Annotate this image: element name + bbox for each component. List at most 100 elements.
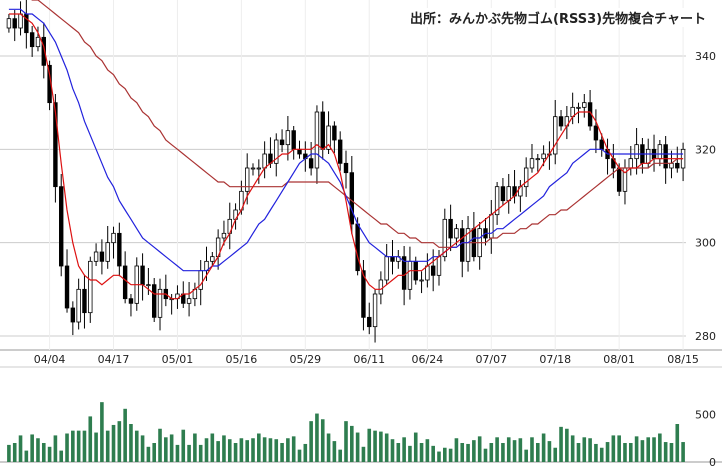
y-tick-label: 280 bbox=[695, 330, 716, 343]
volume-bar bbox=[175, 444, 180, 462]
volume-bar bbox=[315, 413, 319, 462]
candle-body bbox=[256, 167, 262, 170]
volume-bar bbox=[198, 444, 203, 462]
volume-bar bbox=[59, 450, 64, 462]
candle-body bbox=[541, 153, 546, 160]
volume-bar bbox=[291, 436, 296, 462]
candle-body bbox=[454, 228, 459, 239]
volume-bar bbox=[669, 443, 674, 462]
volume-bar bbox=[570, 435, 575, 462]
volume-bar bbox=[402, 437, 406, 462]
candle-body bbox=[425, 265, 430, 281]
volume-bar bbox=[227, 439, 232, 462]
volume-bar bbox=[663, 442, 668, 462]
volume-tick-label: 0 bbox=[709, 456, 716, 467]
volume-bar bbox=[257, 433, 261, 462]
x-axis-ticks: 04/04 04/17 05/01 05/16 05/29 06/11 06/24 07/07… bbox=[34, 353, 699, 366]
x-tick-label: 08/01 bbox=[603, 353, 635, 366]
volume-bar bbox=[559, 426, 563, 462]
candle-body bbox=[117, 232, 122, 267]
volume-bar bbox=[588, 438, 592, 462]
volume-bar bbox=[675, 424, 680, 462]
candle-body bbox=[361, 270, 366, 318]
candle-body bbox=[285, 130, 291, 146]
volume-bar bbox=[326, 433, 331, 462]
candle-body bbox=[29, 32, 35, 48]
volume-axis-ticks: 0 500 bbox=[695, 409, 716, 467]
volume-bar bbox=[222, 435, 226, 462]
candle-body bbox=[326, 125, 331, 150]
volume-bar bbox=[146, 446, 151, 462]
volume-bar bbox=[251, 438, 255, 462]
candle-body bbox=[279, 139, 285, 146]
volume-bar bbox=[111, 424, 116, 462]
candle-body bbox=[157, 288, 163, 318]
volume-bar bbox=[594, 443, 598, 462]
x-tick-label: 04/17 bbox=[98, 353, 130, 366]
volume-bar bbox=[605, 442, 610, 462]
ma-long-line bbox=[31, 0, 684, 248]
candle-body bbox=[349, 172, 355, 225]
volume-bar bbox=[123, 408, 127, 462]
candle-body bbox=[367, 316, 372, 328]
candle-body bbox=[221, 232, 227, 239]
volume-bar bbox=[193, 433, 197, 462]
candle-body bbox=[523, 167, 529, 188]
volume-bar bbox=[134, 430, 139, 462]
candle-body bbox=[12, 18, 17, 29]
candle-body bbox=[210, 256, 215, 262]
volume-bar bbox=[390, 439, 395, 462]
candle-body bbox=[332, 125, 337, 141]
candle-body bbox=[593, 125, 599, 141]
volume-bar bbox=[565, 428, 569, 462]
x-tick-label: 05/29 bbox=[289, 353, 321, 366]
moving-averages bbox=[8, 0, 684, 300]
volume-bar bbox=[7, 444, 11, 462]
volume-bar bbox=[419, 443, 424, 462]
candle-body bbox=[535, 158, 540, 161]
candle-body bbox=[372, 293, 378, 328]
candle-body bbox=[500, 186, 506, 202]
candle-body bbox=[70, 307, 76, 323]
volume-bar bbox=[164, 437, 168, 462]
candle-body bbox=[82, 288, 87, 314]
candle-body bbox=[599, 139, 604, 150]
volume-bar bbox=[286, 438, 290, 462]
volume-bar bbox=[495, 437, 499, 462]
volume-bar bbox=[437, 451, 441, 462]
volume-bar bbox=[373, 430, 377, 462]
volume-bar bbox=[297, 449, 302, 462]
volume-bar bbox=[553, 447, 558, 462]
candle-body bbox=[76, 288, 81, 323]
volume-bar bbox=[76, 430, 81, 462]
candle-body bbox=[576, 106, 581, 109]
candle-body bbox=[320, 111, 325, 150]
y-axis-ticks: 280 300 320 340 bbox=[695, 50, 716, 343]
candle-body bbox=[122, 265, 128, 300]
candle-body bbox=[529, 158, 535, 169]
candle-body bbox=[314, 111, 320, 169]
volume-bar bbox=[245, 440, 249, 462]
volume-bar bbox=[274, 439, 279, 462]
volume-bar bbox=[105, 430, 110, 462]
volume-bar bbox=[408, 445, 412, 462]
volume-bar bbox=[425, 439, 430, 462]
volume-bar bbox=[413, 432, 418, 462]
volume-bar bbox=[367, 428, 372, 462]
candle-body bbox=[146, 284, 151, 287]
volume-bar bbox=[652, 437, 656, 462]
volume-bar bbox=[320, 419, 325, 462]
candle-body bbox=[59, 186, 64, 267]
candle-body bbox=[262, 153, 267, 169]
volume-bar bbox=[280, 443, 284, 462]
candle-body bbox=[105, 242, 110, 262]
volume-bar bbox=[216, 441, 220, 462]
volume-bar bbox=[524, 449, 528, 462]
candle-body bbox=[291, 130, 296, 150]
candle-body bbox=[506, 186, 511, 202]
candle-body bbox=[35, 36, 41, 48]
volume-bar bbox=[100, 402, 104, 462]
y-tick-label: 340 bbox=[695, 50, 716, 63]
candle-body bbox=[244, 167, 250, 192]
